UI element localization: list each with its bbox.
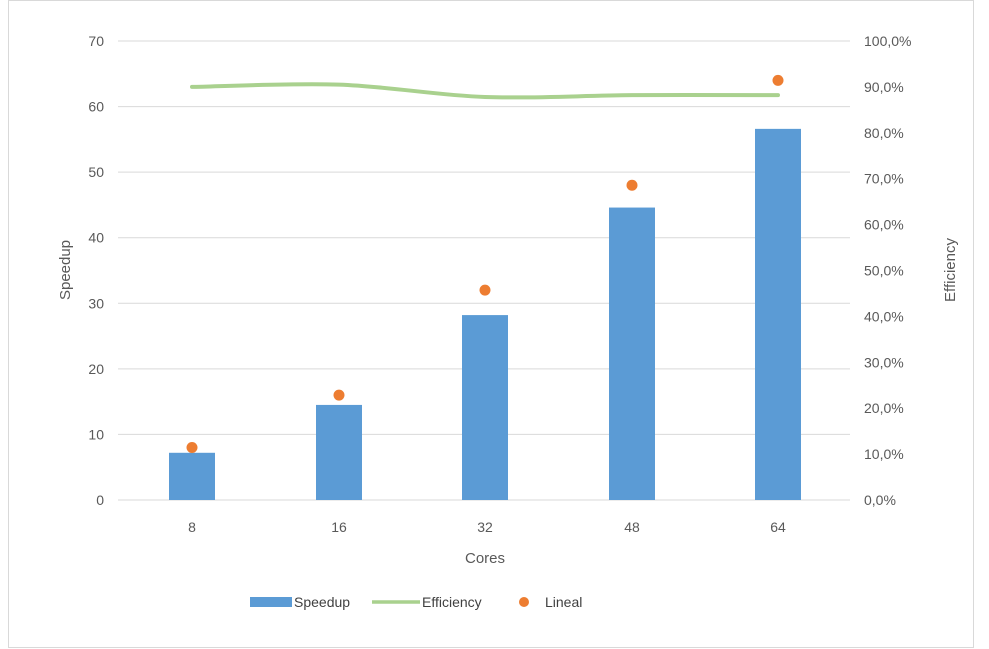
y-tick-label: 60 (88, 99, 104, 115)
legend: Speedup Efficiency Lineal (250, 594, 582, 610)
legend-label-speedup: Speedup (294, 594, 350, 610)
x-tick-label: 16 (331, 519, 347, 535)
y2-tick-label: 30,0% (864, 354, 904, 370)
y2-tick-label: 80,0% (864, 125, 904, 141)
right-axis-ticks: 0,0% 10,0% 20,0% 30,0% 40,0% 50,0% 60,0% 70,0% 8… (864, 33, 911, 508)
y2-axis-title: Efficiency (942, 238, 959, 302)
lineal-points (186, 74, 784, 454)
speedup-bar (169, 452, 215, 500)
y-axis-title: Speedup (57, 240, 74, 300)
x-axis-ticks: 8 16 32 48 64 (188, 519, 786, 535)
speedup-bar (609, 207, 655, 500)
x-tick-label: 8 (188, 519, 196, 535)
x-axis-title: Cores (465, 550, 505, 567)
y-tick-label: 50 (88, 164, 104, 180)
speedup-bar (316, 404, 362, 500)
speedup-bar (462, 315, 508, 500)
speedup-bars (169, 128, 801, 500)
y-tick-label: 30 (88, 295, 104, 311)
y2-tick-label: 0,0% (864, 492, 896, 508)
y2-tick-label: 40,0% (864, 308, 904, 324)
y2-tick-label: 70,0% (864, 171, 904, 187)
lineal-point (186, 442, 198, 454)
speedup-bar (755, 128, 801, 500)
lineal-point (479, 284, 491, 296)
lineal-point (333, 389, 345, 401)
y2-tick-label: 100,0% (864, 33, 911, 49)
legend-swatch-speedup (250, 597, 292, 607)
y2-tick-label: 90,0% (864, 79, 904, 95)
y-tick-label: 20 (88, 361, 104, 377)
legend-label-lineal: Lineal (545, 594, 582, 610)
efficiency-line (190, 82, 780, 100)
legend-swatch-lineal (519, 597, 529, 607)
lineal-point (626, 179, 638, 191)
efficiency-line-path (190, 82, 780, 100)
y-tick-label: 10 (88, 426, 104, 442)
y2-tick-label: 20,0% (864, 400, 904, 416)
gridlines (118, 40, 850, 501)
y-tick-label: 0 (96, 492, 104, 508)
x-tick-label: 48 (624, 519, 640, 535)
y2-tick-label: 60,0% (864, 217, 904, 233)
x-tick-label: 32 (477, 519, 493, 535)
y2-tick-label: 50,0% (864, 263, 904, 279)
left-axis-ticks: 0 10 20 30 40 50 60 70 (88, 33, 104, 508)
y2-tick-label: 10,0% (864, 446, 904, 462)
lineal-point (772, 74, 784, 86)
legend-label-efficiency: Efficiency (422, 594, 482, 610)
x-tick-label: 64 (770, 519, 786, 535)
y-tick-label: 40 (88, 230, 104, 246)
y-tick-label: 70 (88, 33, 104, 49)
